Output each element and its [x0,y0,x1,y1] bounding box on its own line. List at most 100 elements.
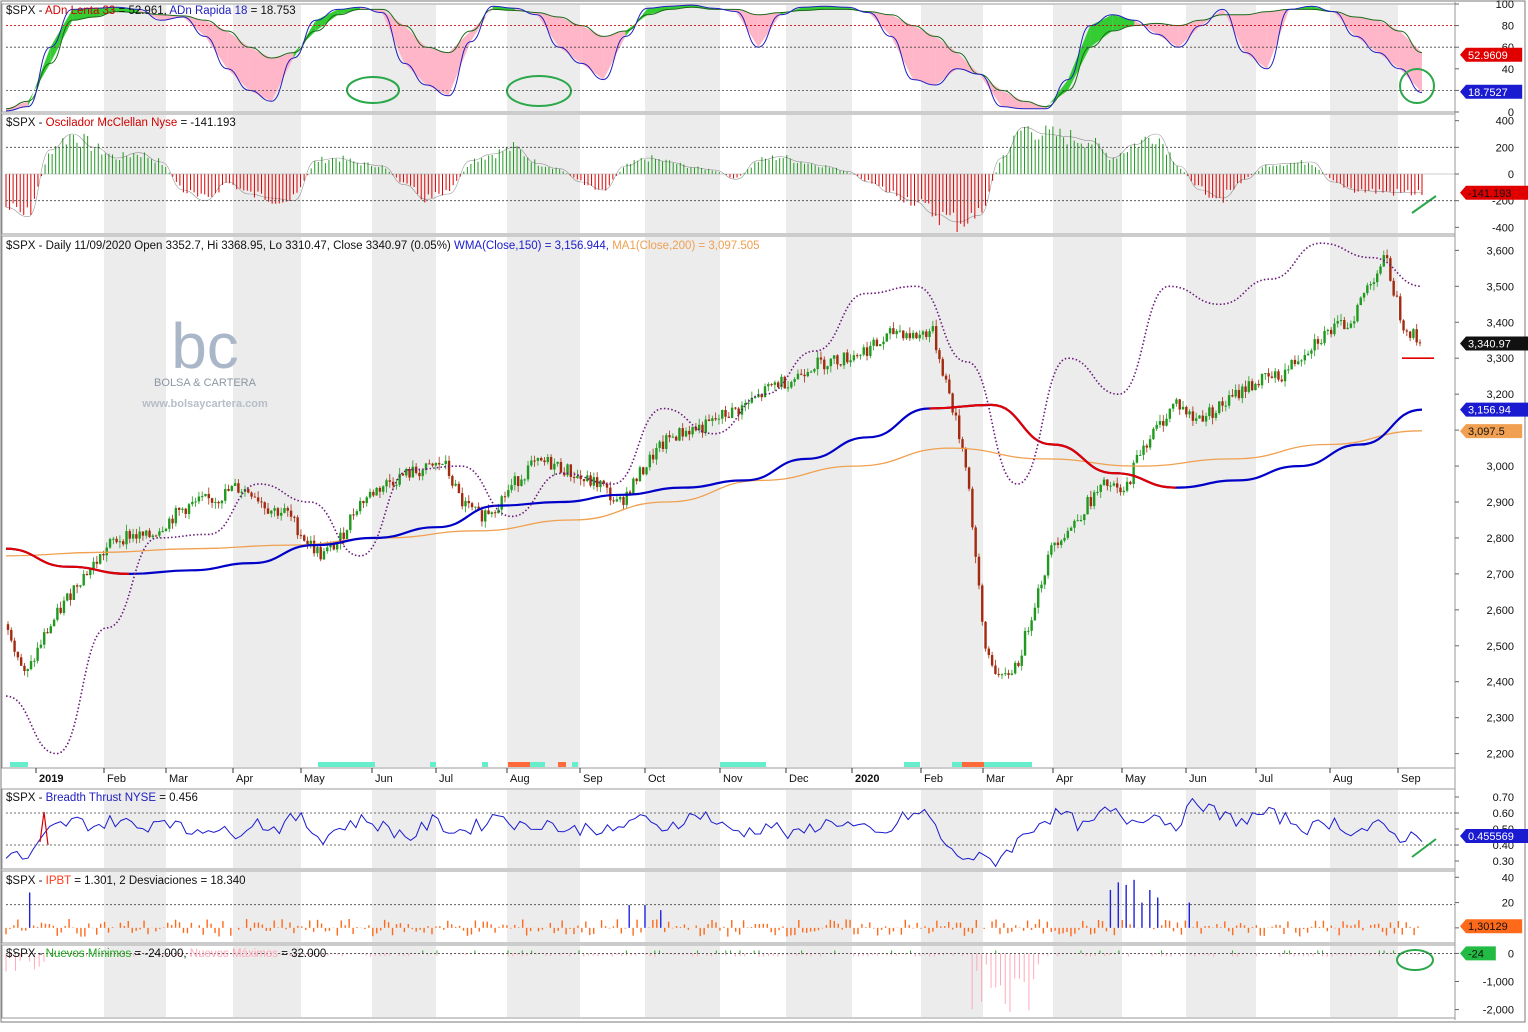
candle-body-213 [707,419,711,422]
candle-body-86 [289,510,293,517]
candle-body-45 [154,535,158,537]
candle-body-393 [1300,360,1303,362]
candle-body-217 [721,410,724,419]
adn-rapida-line [5,4,1423,112]
candle-body-273 [905,333,908,339]
candle-body-103 [345,530,349,539]
candle-body-191 [635,478,638,482]
candle-body-252 [836,355,839,365]
candle-body-398 [1316,339,1320,344]
candle-body-180 [599,480,602,488]
candle-body-137 [457,483,461,494]
x-tick-label-7: Aug [510,773,530,785]
candle-body-243 [806,372,810,377]
candle-body-93 [312,540,316,554]
x-tick-label-12: 2020 [855,773,879,785]
candle-body-296 [981,585,984,622]
candle-body-155 [516,476,520,486]
candle-body-42 [145,530,148,536]
candle-body-56 [191,502,194,505]
candle-body-147 [490,512,494,515]
candle-body-81 [273,508,276,511]
candle-body-41 [141,531,145,536]
candle-body-134 [447,460,451,477]
candle-body-280 [928,331,931,338]
candle-body-306 [1013,662,1017,674]
candle-body-365 [1208,407,1211,417]
candle-body-142 [474,506,477,508]
candle-body-221 [734,407,737,409]
candle-body-284 [941,359,944,376]
candle-body-286 [948,379,951,394]
candle-body-91 [306,540,309,545]
candle-body-120 [401,473,405,476]
candle-body-313 [1037,588,1040,608]
candle-body-110 [368,491,372,498]
adn-fill-49 [1090,14,1113,48]
candle-body-367 [1214,412,1218,418]
candle-body-276 [915,332,918,339]
candle-body-295 [977,556,981,586]
candle-body-404 [1336,321,1339,324]
candle-body-266 [882,341,885,345]
breadth-thrust-tick-label-4: 0.30 [1493,856,1514,868]
wma150-last-value: 3,156.94 [1468,405,1511,417]
candle-body-54 [184,508,187,515]
candle-body-288 [954,412,958,416]
adn-fill-12 [271,52,294,102]
candle-body-71 [240,491,243,493]
candle-body-325 [1076,520,1079,522]
price-header-part-2: MA1(Close,200) = 3,097.505 [612,240,759,252]
candle-body-222 [737,408,740,415]
candle-body-247 [819,357,823,360]
candle-body-254 [842,352,846,366]
candle-body-348 [1152,428,1155,440]
candle-body-188 [625,491,628,505]
candle-body-257 [852,355,856,361]
candle-body-410 [1356,305,1359,322]
ipbt-header-part-1: IPBT [46,875,72,887]
signal-marker-10 [952,762,1032,767]
candle-body-99 [332,544,336,550]
candle-body-112 [375,487,378,496]
price-tick-label-4: 3,200 [1486,389,1514,401]
month-band-17-3 [1186,790,1256,868]
ma200-last-value-bg [1460,424,1523,439]
candle-body-355 [1175,399,1178,404]
candle-body-51 [174,507,178,524]
candle-body-196 [651,454,655,460]
candle-body-249 [826,366,829,370]
adn-fill-19 [426,47,449,96]
x-tick-label-6: Jul [439,773,453,785]
candle-body-269 [892,328,895,335]
month-band-9-5 [645,946,720,1017]
candle-body-74 [250,492,253,497]
candle-body-366 [1211,407,1214,418]
adn-fill-42 [935,36,958,85]
candle-body-19 [69,593,72,600]
candle-body-96 [322,551,326,560]
candle-body-262 [869,345,872,356]
candle-body-26 [92,561,95,569]
candle-body-127 [424,463,428,471]
candle-body-329 [1089,496,1093,507]
mcclellan-tick-label-0: 400 [1496,116,1514,128]
breadth-thrust-header: $SPX - Breadth Thrust NYSE = 0.456 [6,792,198,804]
watermark-name: BOLSA & CARTERA [154,377,257,389]
ipbt-header-part-3: 2 Desviaciones [119,875,197,887]
candle-body-428 [1415,329,1418,343]
candle-body-115 [385,480,388,487]
candle-body-340 [1125,481,1129,491]
candle-body-13 [49,626,52,634]
candle-body-68 [230,486,234,491]
candle-body-163 [543,460,546,463]
candle-body-105 [352,514,355,516]
candle-body-233 [773,382,777,385]
candle-body-0 [6,624,10,630]
adn-fill-27 [603,31,626,80]
price-tick-label-0: 3,600 [1486,245,1514,257]
month-band-9-0 [645,5,720,111]
candle-body-344 [1139,454,1142,456]
x-tick-label-17: Jun [1189,773,1207,785]
mcclellan-tick-label-1: 200 [1496,142,1514,154]
